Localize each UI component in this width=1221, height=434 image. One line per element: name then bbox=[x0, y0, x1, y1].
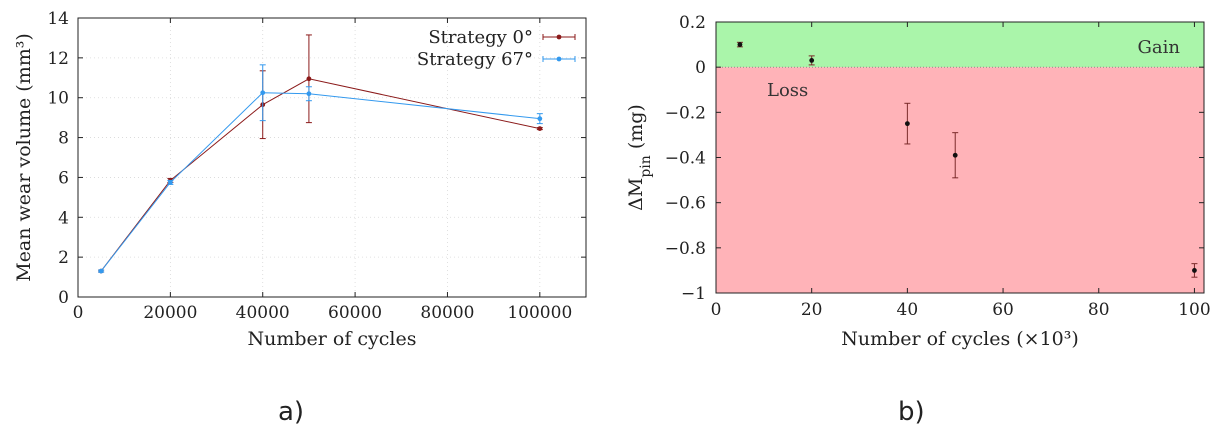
x-tick-label: 100 bbox=[1178, 300, 1210, 320]
y-tick-label: 0.2 bbox=[679, 13, 706, 33]
y-tick-label: −0.4 bbox=[665, 149, 706, 169]
data-point bbox=[1192, 268, 1197, 273]
x-tick-label: 20 bbox=[801, 300, 823, 320]
x-tick-label: 60000 bbox=[328, 303, 382, 323]
data-point bbox=[307, 91, 312, 96]
region-gain bbox=[716, 22, 1204, 67]
x-tick-label: 0 bbox=[73, 303, 84, 323]
y-tick-label: 0 bbox=[58, 288, 69, 308]
x-tick-label: 0 bbox=[711, 300, 722, 320]
y-tick-label: −0.8 bbox=[665, 239, 706, 259]
y-tick-label: 8 bbox=[58, 129, 69, 149]
y-tick-label: 6 bbox=[58, 168, 69, 188]
y-tick-label: 10 bbox=[47, 89, 69, 109]
legend-label: Strategy 67° bbox=[417, 49, 533, 70]
data-point bbox=[99, 269, 104, 274]
data-point bbox=[905, 121, 910, 126]
y-tick-label: 2 bbox=[58, 248, 69, 268]
x-axis-label: Number of cycles (×10³) bbox=[841, 328, 1079, 350]
series-line bbox=[101, 79, 540, 271]
x-tick-label: 80 bbox=[1088, 300, 1110, 320]
x-tick-label: 100000 bbox=[507, 303, 572, 323]
chart-a-wear-volume: 0 20000 40000 60000 80000 100000 0 2 4 6 8 10 12 14 Nu… bbox=[13, 9, 586, 427]
data-point bbox=[537, 126, 542, 131]
data-point bbox=[738, 42, 743, 47]
region-label-gain: Gain bbox=[1138, 37, 1181, 58]
y-tick-label: −0.6 bbox=[665, 194, 706, 214]
y-tick-label: 0 bbox=[695, 58, 706, 78]
y-tick-label: −1 bbox=[681, 284, 706, 304]
y-axis-label: ΔMpin (mg) bbox=[625, 104, 654, 211]
data-point bbox=[168, 180, 173, 185]
y-tick-label: 14 bbox=[47, 9, 69, 29]
data-point bbox=[307, 76, 312, 81]
x-tick-label: 60 bbox=[992, 300, 1014, 320]
data-point bbox=[537, 116, 542, 121]
x-tick-label: 80000 bbox=[420, 303, 474, 323]
panel-label: b) bbox=[898, 397, 925, 427]
y-tick-label: 4 bbox=[58, 208, 69, 228]
data-point bbox=[809, 58, 814, 63]
data-point bbox=[260, 90, 265, 95]
y-tick-label: 12 bbox=[47, 49, 69, 69]
chart-b-mass-change: Gain Loss 0 20 40 60 80 100 0.2 0 −0.2 −0.4 −0.6 −0.8… bbox=[625, 13, 1211, 427]
x-tick-label: 20000 bbox=[143, 303, 197, 323]
x-tick-label: 40 bbox=[897, 300, 919, 320]
region-loss bbox=[716, 67, 1204, 293]
y-axis-label: Mean wear volume (mm³) bbox=[13, 33, 35, 282]
panel-label: a) bbox=[278, 397, 304, 427]
x-tick-label: 40000 bbox=[236, 303, 290, 323]
data-point bbox=[953, 153, 958, 158]
legend-label: Strategy 0° bbox=[428, 27, 533, 48]
legend-marker bbox=[557, 35, 562, 40]
x-axis-label: Number of cycles bbox=[247, 328, 416, 350]
series-line bbox=[101, 93, 540, 271]
y-tick-label: −0.2 bbox=[665, 103, 706, 123]
legend-marker bbox=[557, 57, 562, 62]
region-label-loss: Loss bbox=[767, 80, 808, 101]
